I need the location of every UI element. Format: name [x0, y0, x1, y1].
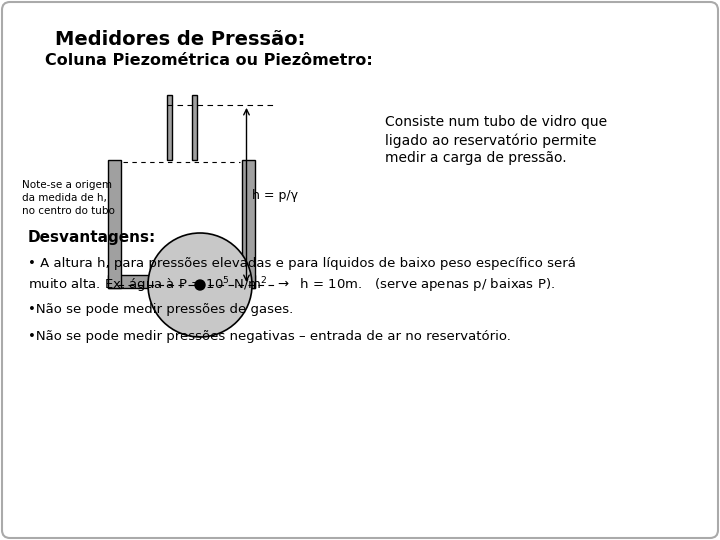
- Bar: [171, 95, 192, 160]
- Text: ligado ao reservatório permite: ligado ao reservatório permite: [385, 133, 596, 147]
- Bar: [242, 160, 255, 288]
- Bar: [192, 95, 197, 160]
- Text: Medidores de Pressão:: Medidores de Pressão:: [55, 30, 305, 49]
- Text: • A altura h, para pressões elevadas e para líquidos de baixo peso específico se: • A altura h, para pressões elevadas e p…: [28, 257, 576, 270]
- Text: Consiste num tubo de vidro que: Consiste num tubo de vidro que: [385, 115, 607, 129]
- Text: Coluna Piezométrica ou Piezômetro:: Coluna Piezométrica ou Piezômetro:: [45, 53, 373, 68]
- Circle shape: [148, 233, 252, 337]
- Text: da medida de h,: da medida de h,: [22, 193, 107, 203]
- Bar: [166, 95, 171, 160]
- Bar: [108, 160, 121, 288]
- Text: Note-se a origem: Note-se a origem: [22, 180, 112, 190]
- Bar: [108, 275, 255, 288]
- Text: no centro do tubo: no centro do tubo: [22, 206, 115, 216]
- Text: •Não se pode medir pressões negativas – entrada de ar no reservatório.: •Não se pode medir pressões negativas – …: [28, 330, 511, 343]
- Bar: [121, 160, 242, 275]
- Text: muito alta. Ex. água à P = $10^5$ N/m$^2$  $\rightarrow$  h = 10m.   (serve apen: muito alta. Ex. água à P = $10^5$ N/m$^2…: [28, 275, 555, 295]
- Text: medir a carga de pressão.: medir a carga de pressão.: [385, 151, 567, 165]
- Text: Desvantagens:: Desvantagens:: [28, 230, 156, 245]
- Text: •Não se pode medir pressões de gases.: •Não se pode medir pressões de gases.: [28, 303, 293, 316]
- Circle shape: [195, 280, 205, 290]
- Text: h = p/γ: h = p/γ: [251, 188, 297, 201]
